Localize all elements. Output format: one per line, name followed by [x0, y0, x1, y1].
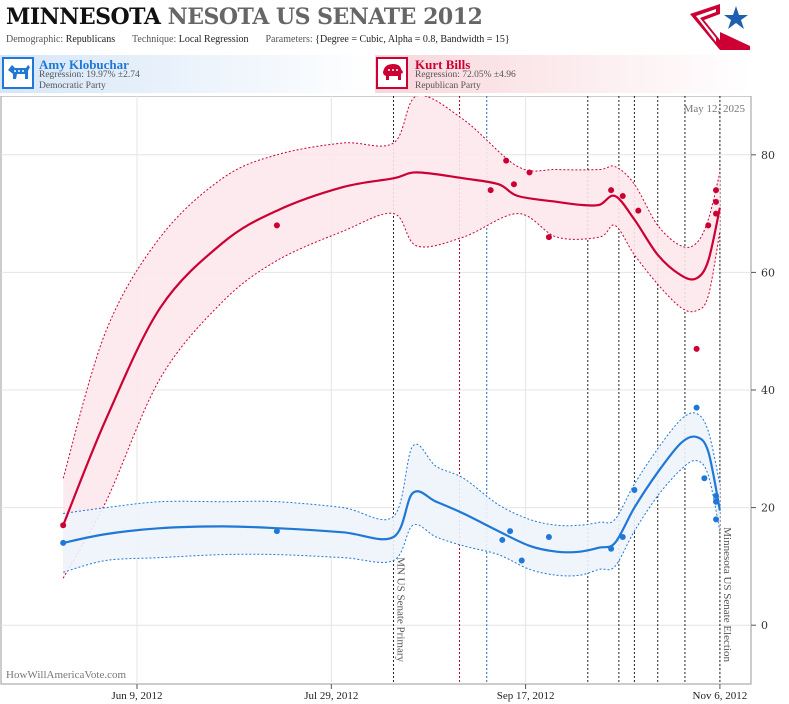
lower-bound: [63, 459, 721, 577]
elephant-icon: [376, 57, 408, 89]
event-label: MN US Senate Primary: [394, 557, 406, 662]
poll-point: [693, 345, 700, 352]
poll-point: [713, 516, 720, 523]
dem-party: Democratic Party: [39, 81, 106, 91]
y-tick-label: 0: [761, 619, 768, 632]
title-state: MINNESOTA: [6, 4, 161, 30]
candidate-bar: Amy Klobuchar Regression: 19.97% ±2.74 D…: [0, 55, 751, 93]
y-tick-label: 40: [761, 384, 775, 397]
y-tick-label: 80: [761, 149, 775, 162]
y-tick-label: 60: [761, 266, 775, 279]
x-tick-label: Jul 29, 2012: [304, 690, 358, 702]
poll-point: [507, 528, 514, 535]
rep-candidate-name: Kurt Bills: [415, 57, 471, 72]
donkey-icon: [2, 57, 34, 89]
poll-chart: 0 20 40 60 80 Jun 9, 2012 Jul 29, 2012 Sep 17, …: [0, 96, 775, 702]
chart-subtitle: Demographic: Republicans Technique: Loca…: [6, 34, 510, 45]
poll-point: [713, 198, 720, 205]
upper-bound: [63, 412, 721, 527]
poll-point: [518, 557, 525, 564]
chart-title: MINNESOTA NESOTA US SENATE 2012: [6, 4, 483, 30]
parameters-label: Parameters:: [265, 34, 313, 45]
title-rest: NESOTA US SENATE 2012: [167, 4, 483, 30]
x-tick-label: Nov 6, 2012: [693, 690, 748, 702]
poll-point: [60, 539, 67, 546]
poll-point: [499, 536, 506, 543]
site-credit: HowWillAmericaVote.com: [6, 669, 126, 681]
poll-point: [619, 534, 626, 540]
poll-point: [503, 157, 510, 164]
dem-candidate-name: Amy Klobuchar: [39, 57, 129, 72]
poll-point: [608, 545, 615, 552]
technique-value: Local Regression: [178, 34, 249, 45]
candidate-rep: Kurt Bills Regression: 72.05% ±4.96 Repu…: [375, 55, 751, 93]
parameters-value: {Degree = Cubic, Alpha = 0.8, Bandwidth …: [315, 34, 510, 45]
poll-point: [526, 169, 533, 176]
poll-point: [545, 234, 552, 241]
candidate-dem: Amy Klobuchar Regression: 19.97% ±2.74 D…: [0, 55, 375, 93]
x-tick-label: Sep 17, 2012: [497, 690, 555, 702]
chart-header: MINNESOTA NESOTA US SENATE 2012 Demograp…: [0, 0, 751, 50]
poll-point: [608, 187, 615, 194]
poll-point: [631, 486, 638, 493]
rep-regression: Regression: 72.05% ±4.96: [415, 70, 516, 80]
confidence-band: [63, 96, 720, 579]
event-label: Minnesota US Senate Election: [721, 527, 733, 662]
y-tick-label: 20: [761, 502, 775, 515]
technique-label: Technique:: [131, 34, 177, 45]
poll-point: [273, 528, 280, 535]
trend-line: [62, 171, 721, 526]
poll-point: [713, 210, 720, 217]
dem-regression: Regression: 19.97% ±2.74: [39, 70, 140, 80]
poll-point: [713, 498, 720, 505]
poll-point: [273, 222, 280, 229]
poll-point: [701, 475, 708, 482]
poll-point: [713, 492, 720, 499]
poll-point: [619, 192, 626, 199]
poll-point: [635, 207, 642, 214]
confidence-band: [63, 412, 720, 576]
poll-point: [693, 404, 700, 411]
lower-bound: [62, 212, 721, 579]
demographic-value: Republicans: [65, 34, 116, 45]
poll-point: [60, 522, 67, 529]
site-logo: [690, 4, 750, 50]
poll-point: [510, 181, 517, 188]
poll-point: [705, 222, 712, 229]
rep-party: Republican Party: [415, 81, 481, 91]
x-tick-label: Jun 9, 2012: [111, 690, 162, 702]
trend-line: [62, 435, 721, 554]
poll-point: [713, 187, 720, 194]
date-stamp: May 12, 2025: [684, 103, 746, 115]
poll-point: [487, 187, 494, 194]
poll-point: [545, 534, 552, 540]
demographic-label: Demographic:: [6, 34, 64, 45]
